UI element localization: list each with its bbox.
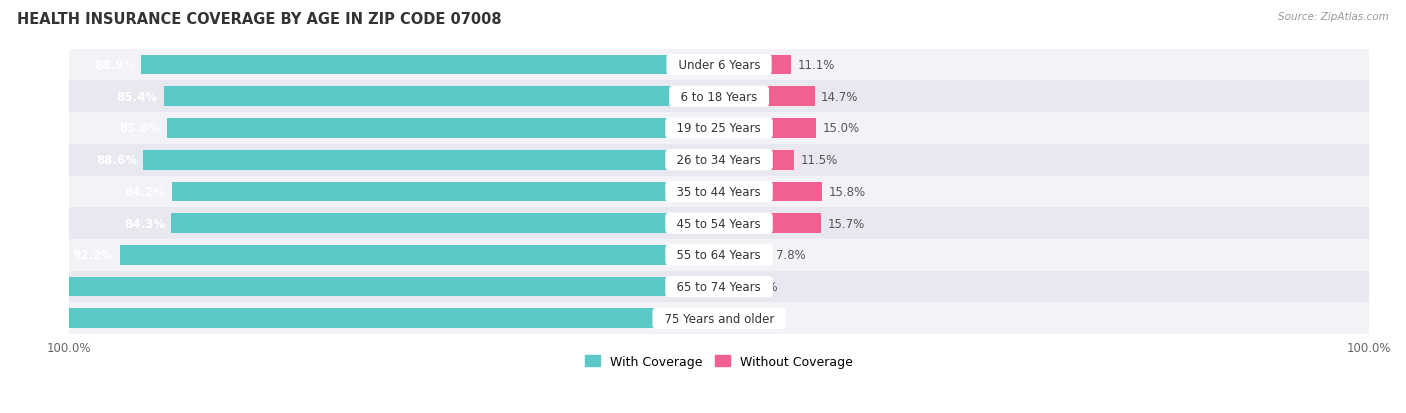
- Bar: [167, 119, 718, 138]
- Bar: [69, 50, 1369, 81]
- Text: 26 to 34 Years: 26 to 34 Years: [669, 154, 769, 167]
- Text: 7.8%: 7.8%: [776, 249, 806, 262]
- Bar: [718, 182, 821, 202]
- Bar: [718, 245, 769, 265]
- Text: 85.0%: 85.0%: [120, 122, 160, 135]
- Text: 35 to 44 Years: 35 to 44 Years: [669, 185, 769, 198]
- Text: 88.6%: 88.6%: [96, 154, 136, 167]
- Bar: [143, 150, 718, 170]
- Text: 92.2%: 92.2%: [73, 249, 114, 262]
- Bar: [142, 56, 718, 75]
- Bar: [69, 271, 1369, 303]
- Bar: [718, 277, 742, 297]
- Text: Source: ZipAtlas.com: Source: ZipAtlas.com: [1278, 12, 1389, 22]
- Text: 15.0%: 15.0%: [823, 122, 860, 135]
- Bar: [69, 113, 1369, 145]
- Text: 6 to 18 Years: 6 to 18 Years: [673, 90, 765, 104]
- Bar: [718, 119, 817, 138]
- Legend: With Coverage, Without Coverage: With Coverage, Without Coverage: [581, 350, 858, 373]
- Text: 15.8%: 15.8%: [828, 185, 865, 198]
- Bar: [172, 214, 718, 233]
- Bar: [69, 303, 1369, 335]
- Text: 100.0%: 100.0%: [14, 312, 63, 325]
- Text: 45 to 54 Years: 45 to 54 Years: [669, 217, 769, 230]
- Text: 55 to 64 Years: 55 to 64 Years: [669, 249, 769, 262]
- Text: Under 6 Years: Under 6 Years: [671, 59, 768, 72]
- Text: 75 Years and older: 75 Years and older: [657, 312, 782, 325]
- Text: 19 to 25 Years: 19 to 25 Years: [669, 122, 769, 135]
- Text: 15.7%: 15.7%: [828, 217, 865, 230]
- Bar: [165, 87, 718, 107]
- Bar: [69, 81, 1369, 113]
- Bar: [69, 145, 1369, 176]
- Bar: [69, 208, 1369, 240]
- Bar: [69, 240, 1369, 271]
- Bar: [69, 176, 1369, 208]
- Bar: [69, 277, 718, 297]
- Text: 14.7%: 14.7%: [821, 90, 859, 104]
- Text: 84.3%: 84.3%: [124, 217, 165, 230]
- Text: 11.5%: 11.5%: [800, 154, 838, 167]
- Bar: [120, 245, 718, 265]
- Text: 65 to 74 Years: 65 to 74 Years: [669, 280, 769, 293]
- Text: 0.0%: 0.0%: [748, 312, 778, 325]
- Text: 11.1%: 11.1%: [797, 59, 835, 72]
- Text: 88.9%: 88.9%: [94, 59, 135, 72]
- Bar: [718, 87, 814, 107]
- Text: 100.0%: 100.0%: [14, 280, 63, 293]
- Text: 0.0%: 0.0%: [748, 280, 778, 293]
- Bar: [718, 214, 821, 233]
- Text: 85.4%: 85.4%: [117, 90, 157, 104]
- Text: 84.2%: 84.2%: [125, 185, 166, 198]
- Bar: [718, 56, 792, 75]
- Bar: [718, 150, 794, 170]
- Bar: [172, 182, 718, 202]
- Text: HEALTH INSURANCE COVERAGE BY AGE IN ZIP CODE 07008: HEALTH INSURANCE COVERAGE BY AGE IN ZIP …: [17, 12, 502, 27]
- Bar: [718, 309, 742, 328]
- Bar: [69, 309, 718, 328]
